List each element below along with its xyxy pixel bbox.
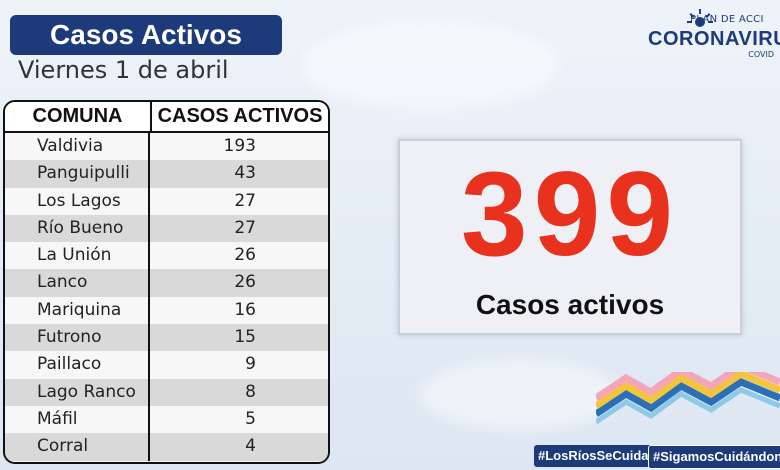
table-body: Valdivia 193 Panguipulli 43 Los Lagos 27 Rí… [5, 133, 328, 461]
table-row: Paillaco 9 [5, 351, 328, 379]
wave-ribbon-graphic [596, 372, 780, 425]
cell-casos: 5 [245, 408, 256, 429]
cell-casos: 43 [234, 163, 256, 184]
cell-casos: 4 [245, 436, 256, 457]
cell-casos: 26 [234, 272, 256, 293]
cell-comuna: Valdivia [5, 133, 150, 161]
cell-comuna: Lanco [5, 269, 150, 297]
table-row: Valdivia 193 [5, 133, 328, 161]
logo-plan-text: PLAN DE ACCI [690, 14, 764, 25]
logo-name-text: CORONAVIRU [648, 28, 780, 50]
cell-comuna: La Unión [5, 242, 150, 270]
table-row: La Unión 26 [5, 242, 328, 270]
table-row: Panguipulli 43 [5, 160, 328, 188]
coronavirus-logo: PLAN DE ACCI CORONAVIRU COVID [642, 8, 780, 59]
table-row: Mariquina 16 [5, 296, 328, 325]
cell-casos: 27 [234, 217, 256, 238]
table-row: Río Bueno 27 [5, 214, 328, 243]
cell-comuna: Río Bueno [5, 214, 150, 243]
cell-casos: 27 [234, 190, 256, 211]
cell-comuna: Los Lagos [5, 187, 150, 215]
page-date: Viernes 1 de abril [18, 56, 229, 84]
table-row: Máfil 5 [5, 405, 328, 434]
total-cases-box: 399 Casos activos [398, 139, 742, 335]
cell-comuna: Mariquina [5, 296, 150, 325]
column-header-comuna: COMUNA [5, 102, 152, 131]
hashtag-los-rios: #LosRíosSeCuida [534, 445, 653, 467]
cell-comuna: Lago Ranco [5, 378, 150, 406]
cell-comuna: Corral [5, 433, 150, 461]
table-row: Lanco 26 [5, 269, 328, 297]
cell-comuna: Panguipulli [5, 160, 150, 188]
cell-comuna: Paillaco [5, 351, 150, 379]
hashtag-sigamos: #SigamosCuidándon [648, 445, 780, 469]
background-cloud [300, 20, 560, 110]
table-header: COMUNA CASOS ACTIVOS [5, 102, 328, 133]
sun-icon [687, 9, 713, 27]
cases-table: COMUNA CASOS ACTIVOS Valdivia 193 Panguip… [3, 100, 330, 464]
table-row: Los Lagos 27 [5, 187, 328, 215]
cell-casos: 8 [245, 381, 256, 402]
table-row: Corral 4 [5, 433, 328, 461]
table-row: Lago Ranco 8 [5, 378, 328, 406]
logo-sub-text: COVID [748, 50, 774, 59]
total-cases-label: Casos activos [475, 289, 665, 320]
table-row: Futrono 15 [5, 324, 328, 352]
cell-comuna: Futrono [5, 324, 150, 352]
cell-casos: 9 [245, 354, 256, 375]
cell-casos: 193 [223, 136, 256, 156]
total-cases-number: 399 [460, 147, 680, 281]
cell-comuna: Máfil [5, 405, 150, 434]
page-title: Casos Activos [10, 15, 282, 55]
cell-casos: 16 [234, 299, 256, 320]
cell-casos: 26 [234, 245, 256, 266]
column-header-casos: CASOS ACTIVOS [157, 105, 323, 127]
cell-casos: 15 [234, 327, 256, 348]
background-cloud [420, 360, 620, 430]
